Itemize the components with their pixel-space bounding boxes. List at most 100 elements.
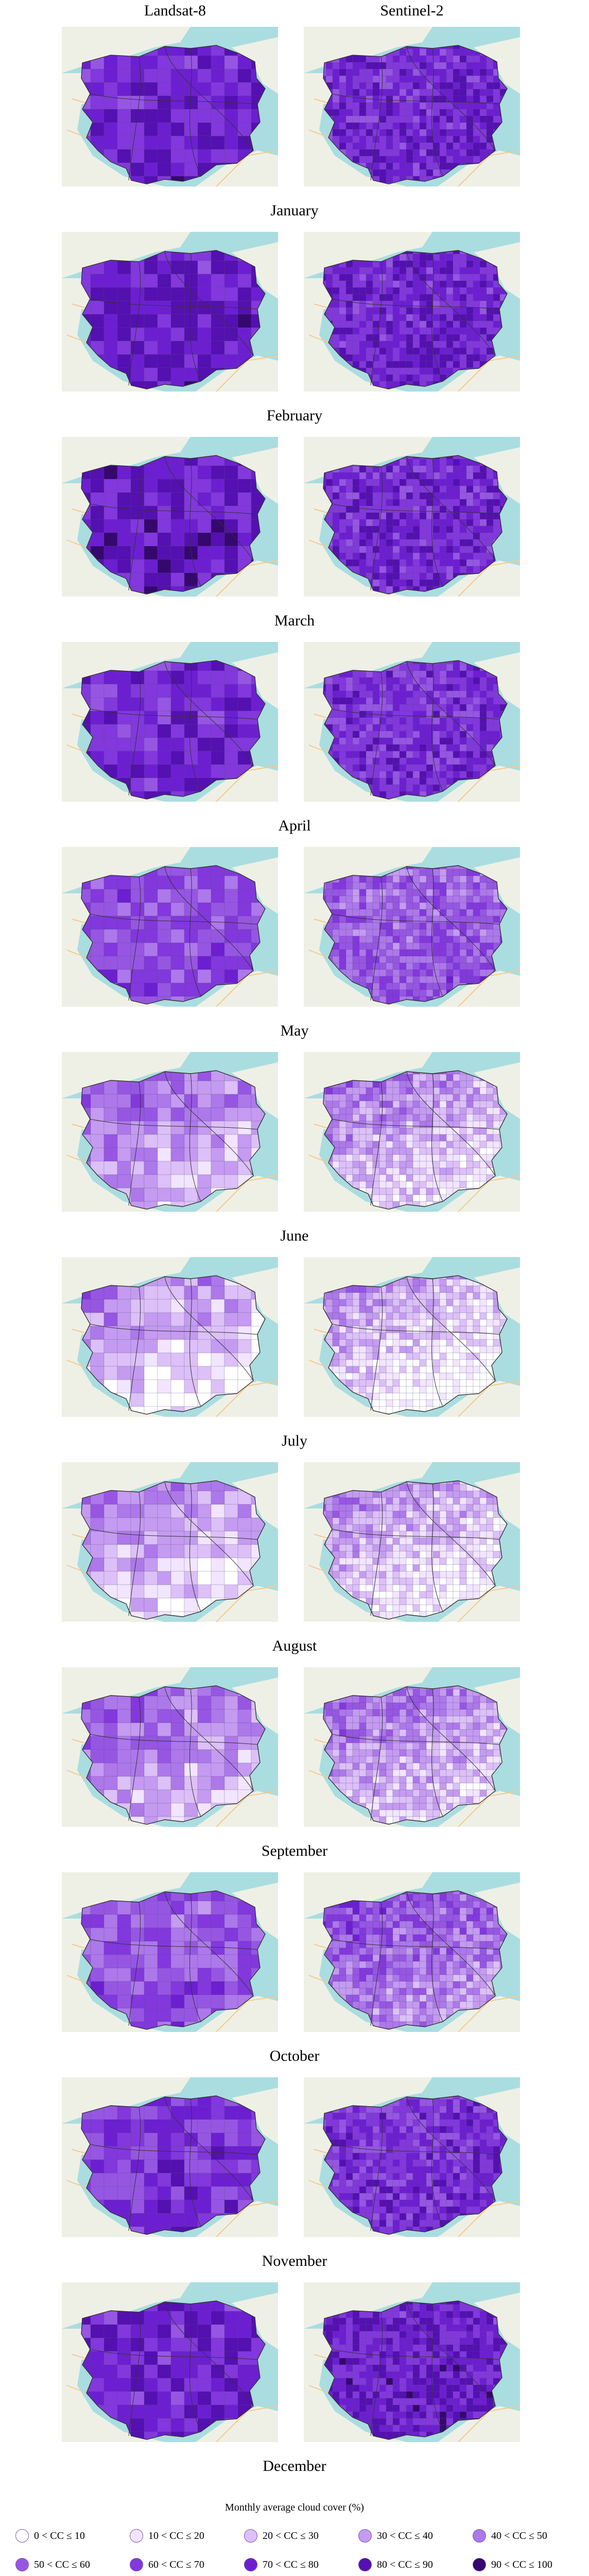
grid-tile — [486, 909, 494, 917]
grid-tile — [459, 48, 467, 56]
grid-tile — [419, 869, 427, 876]
grid-tile — [466, 1114, 474, 1122]
grid-tile — [486, 724, 494, 732]
grid-tile — [197, 956, 212, 970]
grid-tile — [412, 572, 420, 580]
grid-tile — [325, 69, 333, 76]
grid-tile — [412, 559, 420, 567]
grid-tile — [453, 1074, 460, 1081]
grid-tile — [479, 909, 487, 917]
grid-tile — [379, 757, 387, 765]
grid-tile — [345, 69, 353, 76]
grid-tile — [446, 889, 454, 896]
grid-tile — [459, 512, 467, 520]
grid-tile — [392, 512, 400, 520]
grid-tile — [359, 737, 367, 745]
grid-tile — [432, 327, 440, 335]
grid-tile — [439, 882, 447, 890]
grid-tile — [366, 1107, 373, 1115]
grid-tile — [352, 334, 360, 342]
state-boundary — [90, 913, 258, 925]
grid-tile — [366, 757, 373, 765]
grid-tile — [386, 942, 393, 950]
grid-tile — [479, 1100, 487, 1108]
grid-tile — [103, 55, 118, 70]
grid-tile — [224, 287, 238, 301]
grid-tile — [479, 485, 487, 493]
grid-tile — [473, 532, 480, 540]
grid-tile — [466, 1167, 474, 1175]
grid-tile — [432, 936, 440, 943]
grid-tile — [426, 1087, 434, 1095]
grid-tile — [386, 75, 393, 83]
grid-tile — [392, 479, 400, 486]
grid-tile — [170, 1107, 185, 1122]
grid-tile — [392, 737, 400, 745]
grid-tile — [419, 771, 427, 778]
grid-tile — [90, 1107, 105, 1122]
grid-tile — [406, 989, 413, 997]
grid-tile — [359, 307, 367, 315]
grid-tile — [446, 976, 454, 984]
grid-tile — [379, 1100, 387, 1108]
grid-tile — [359, 956, 367, 963]
grid-tile — [211, 149, 225, 163]
grid-tile — [406, 572, 413, 580]
grid-tile — [412, 1194, 420, 1202]
grid-tile — [392, 149, 400, 157]
grid-tile — [473, 704, 480, 711]
grid-tile — [90, 929, 105, 943]
grid-tile — [157, 327, 171, 342]
grid-tile — [386, 895, 393, 903]
grid-tile — [459, 532, 467, 540]
grid-tile — [345, 62, 353, 70]
grid-tile — [197, 287, 212, 301]
grid-tile — [386, 479, 393, 486]
grid-tile — [345, 690, 353, 698]
grid-tile — [359, 472, 367, 480]
grid-tile — [224, 969, 238, 984]
grid-tile — [352, 1127, 360, 1135]
grid-tile — [332, 1121, 340, 1128]
grid-tile — [439, 82, 447, 90]
grid-tile — [446, 354, 454, 362]
grid-tile — [412, 169, 420, 177]
grid-tile — [453, 519, 460, 527]
grid-tile — [366, 936, 373, 943]
grid-tile — [352, 1121, 360, 1128]
grid-tile — [130, 1094, 145, 1108]
grid-tile — [339, 472, 347, 480]
grid-tile — [392, 704, 400, 711]
grid-tile — [432, 149, 440, 157]
grid-tile — [211, 55, 225, 70]
grid-tile — [366, 539, 373, 547]
grid-tile — [479, 499, 487, 506]
grid-tile — [432, 724, 440, 732]
grid-tile — [419, 784, 427, 792]
grid-tile — [459, 526, 467, 533]
grid-tile — [379, 989, 387, 997]
grid-tile — [366, 479, 373, 486]
grid-tile — [466, 361, 474, 368]
grid-tile — [399, 115, 407, 123]
grid-tile — [459, 1114, 467, 1122]
grid-tile — [339, 744, 347, 752]
grid-tile — [459, 677, 467, 685]
grid-tile — [406, 169, 413, 177]
grid-tile — [479, 882, 487, 890]
grid-tile — [459, 109, 467, 116]
grid-tile — [493, 314, 500, 321]
grid-tile — [372, 1100, 380, 1108]
grid-tile — [386, 320, 393, 328]
grid-tile — [352, 1114, 360, 1122]
grid-tile — [399, 75, 407, 83]
grid-tile — [157, 354, 171, 368]
grid-tile — [339, 936, 347, 943]
grid-tile — [399, 546, 407, 553]
grid-tile — [392, 771, 400, 778]
grid-tile — [359, 764, 367, 772]
grid-tile — [345, 75, 353, 83]
grid-tile — [479, 294, 487, 301]
grid-tile — [432, 664, 440, 671]
grid-tile — [379, 274, 387, 281]
